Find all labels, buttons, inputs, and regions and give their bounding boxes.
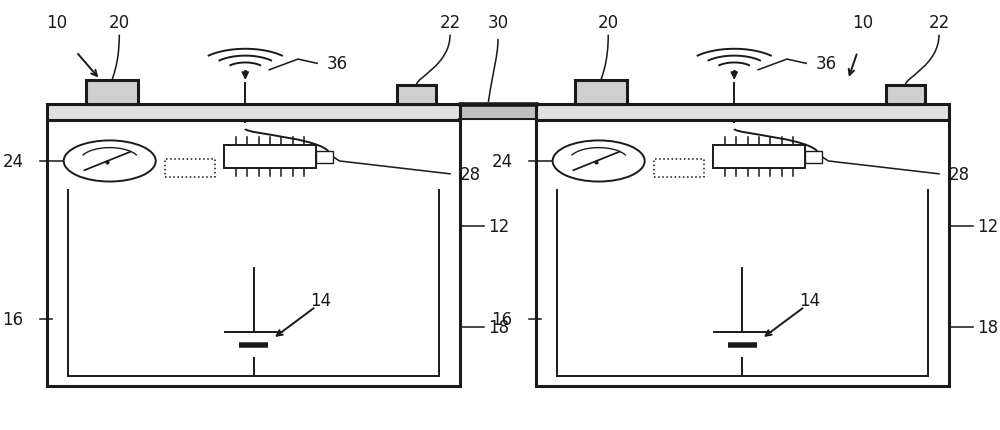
Text: 12: 12 — [488, 218, 510, 236]
Bar — [805, 151, 822, 163]
Text: 36: 36 — [327, 55, 348, 73]
Bar — [397, 86, 436, 105]
Text: 24: 24 — [2, 153, 23, 171]
Text: 24: 24 — [491, 153, 512, 171]
Text: 14: 14 — [310, 292, 331, 310]
Text: 20: 20 — [598, 14, 619, 32]
Bar — [47, 121, 460, 386]
Bar — [713, 146, 805, 169]
Text: 14: 14 — [799, 292, 820, 310]
Text: 20: 20 — [109, 14, 130, 32]
Bar — [886, 86, 925, 105]
Circle shape — [553, 141, 645, 182]
Text: 30: 30 — [487, 14, 509, 32]
Text: 10: 10 — [852, 14, 873, 32]
Text: 12: 12 — [977, 218, 999, 236]
Bar — [224, 146, 316, 169]
Bar — [316, 151, 333, 163]
Bar — [536, 121, 949, 386]
Text: 16: 16 — [2, 311, 23, 329]
Text: 10: 10 — [46, 14, 68, 32]
Text: 22: 22 — [928, 14, 950, 32]
Text: 28: 28 — [460, 166, 481, 183]
Text: 18: 18 — [977, 319, 998, 337]
Text: 16: 16 — [491, 311, 512, 329]
Bar — [47, 105, 460, 121]
Circle shape — [64, 141, 156, 182]
Text: 22: 22 — [439, 14, 461, 32]
Bar — [575, 81, 627, 105]
Bar — [536, 105, 949, 121]
Text: 28: 28 — [949, 166, 970, 183]
Text: 18: 18 — [488, 319, 510, 337]
Bar — [86, 81, 138, 105]
Text: 36: 36 — [816, 55, 837, 73]
